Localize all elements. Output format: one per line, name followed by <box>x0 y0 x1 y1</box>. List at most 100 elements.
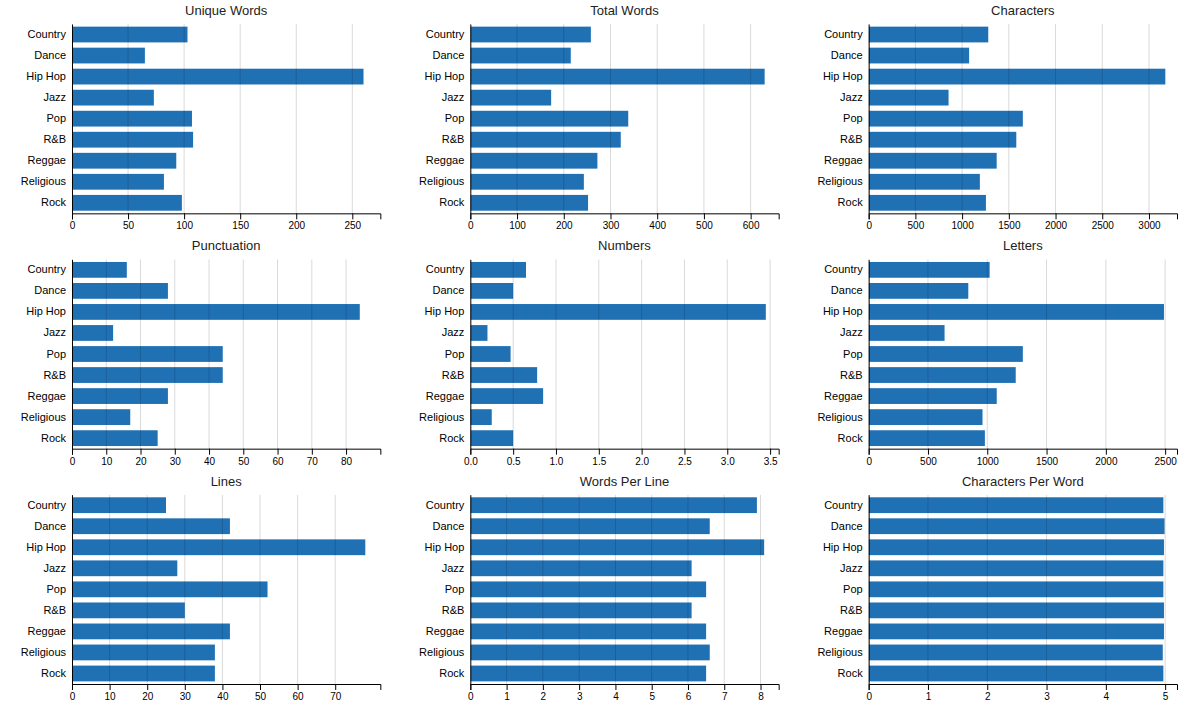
x-tick: 50 <box>255 684 267 702</box>
x-tick-label: 0.0 <box>464 456 478 467</box>
x-tick: 5 <box>649 684 655 702</box>
y-tick: Reggae <box>27 154 66 166</box>
x-tick: 50 <box>238 449 250 467</box>
x-tick-label: 5 <box>649 691 655 702</box>
y-tick-label: Rock <box>838 432 864 444</box>
y-tick: R&B <box>43 133 66 145</box>
x-tick: 20 <box>142 684 154 702</box>
grid-line <box>106 259 107 448</box>
x-axis: 010203040506070 <box>70 684 381 702</box>
x-tick-mark <box>869 213 870 219</box>
x-tick-mark <box>1165 684 1166 690</box>
y-tick-label: Hip Hop <box>26 305 66 317</box>
y-tick-label: Rock <box>41 196 67 208</box>
x-axis: 050010001500200025003000 <box>866 213 1177 231</box>
y-tick: Country <box>27 28 66 40</box>
x-tick-label: 2.5 <box>678 456 692 467</box>
x-tick: 10 <box>101 449 113 467</box>
y-axis-line <box>72 260 73 449</box>
y-axis: CountryDanceHip HopJazzPopR&BReggaeRelig… <box>817 260 869 449</box>
bar <box>470 539 764 555</box>
y-tick-label: Dance <box>433 49 465 61</box>
y-tick: Dance <box>831 520 863 532</box>
bar <box>72 48 145 64</box>
bar <box>72 132 193 148</box>
grid-line <box>470 259 471 448</box>
y-tick: Hip Hop <box>26 70 66 82</box>
x-tick-label: 80 <box>341 456 353 467</box>
panel-title: Characters <box>991 3 1055 18</box>
panel: 050010001500200025003000CountryDanceHip … <box>817 3 1177 231</box>
grid-line <box>869 24 870 213</box>
bar <box>72 69 364 85</box>
y-tick: Rock <box>41 432 67 444</box>
y-axis-line <box>470 260 471 449</box>
grid-line <box>240 24 241 213</box>
x-tick-mark <box>1149 213 1150 219</box>
y-tick: Rock <box>41 196 67 208</box>
x-tick-mark <box>987 684 988 690</box>
x-tick: 2 <box>541 684 547 702</box>
x-tick-label: 2 <box>985 691 991 702</box>
x-axis: 012345678 <box>468 684 779 702</box>
x-tick-mark <box>184 213 185 219</box>
x-tick-label: 2.0 <box>635 456 649 467</box>
x-tick-mark <box>209 449 210 455</box>
plot-area <box>470 495 764 684</box>
grid-line <box>641 259 642 448</box>
bar <box>72 497 166 513</box>
y-tick-label: R&B <box>43 369 66 381</box>
bar <box>72 90 154 106</box>
x-tick-mark <box>928 684 929 690</box>
x-tick-label: 250 <box>344 220 361 231</box>
bar <box>72 174 164 190</box>
x-tick-label: 30 <box>170 456 182 467</box>
y-tick: Rock <box>439 196 465 208</box>
y-axis: CountryDanceHip HopJazzPopR&BReggaeRelig… <box>817 495 869 684</box>
grid <box>72 495 335 684</box>
x-tick-mark <box>1102 213 1103 219</box>
grid-line <box>927 259 928 448</box>
y-tick: Pop <box>843 348 863 360</box>
x-tick-label: 1500 <box>1036 456 1059 467</box>
x-tick-mark <box>72 684 73 690</box>
x-tick-mark <box>222 684 223 690</box>
y-tick: Pop <box>445 348 465 360</box>
bar <box>470 174 584 190</box>
y-tick: Country <box>426 263 465 275</box>
x-tick: 500 <box>908 213 925 231</box>
bar <box>869 388 997 404</box>
x-tick: 0 <box>468 684 474 702</box>
x-tick-label: 20 <box>135 456 147 467</box>
y-axis-line <box>869 495 870 684</box>
x-tick: 3.5 <box>764 449 778 467</box>
panel-title: Words Per Line <box>580 474 669 489</box>
x-axis-line <box>471 449 779 455</box>
grid-line <box>1102 24 1103 213</box>
bar <box>869 69 1166 85</box>
bar <box>470 262 526 278</box>
x-tick-label: 1000 <box>951 220 974 231</box>
plot-area <box>869 24 1166 213</box>
y-tick-label: Country <box>27 499 66 511</box>
y-tick-label: Jazz <box>840 91 863 103</box>
x-tick-label: 500 <box>908 220 925 231</box>
y-tick-label: Dance <box>34 520 66 532</box>
grid <box>869 259 1165 448</box>
y-tick: Reggae <box>426 625 465 637</box>
bar <box>869 624 1164 640</box>
plot-area <box>72 24 364 213</box>
y-tick: Religious <box>817 646 863 658</box>
bar <box>72 430 158 446</box>
x-tick-mark <box>543 684 544 690</box>
y-tick-label: Reggae <box>824 625 863 637</box>
bar <box>869 518 1165 534</box>
x-tick: 60 <box>272 449 284 467</box>
y-tick: R&B <box>840 604 863 616</box>
y-tick: Pop <box>46 112 66 124</box>
x-tick-label: 0 <box>70 691 76 702</box>
grid <box>869 495 1165 684</box>
y-axis-line <box>72 25 73 214</box>
x-tick: 200 <box>556 213 573 231</box>
x-tick-mark <box>296 213 297 219</box>
